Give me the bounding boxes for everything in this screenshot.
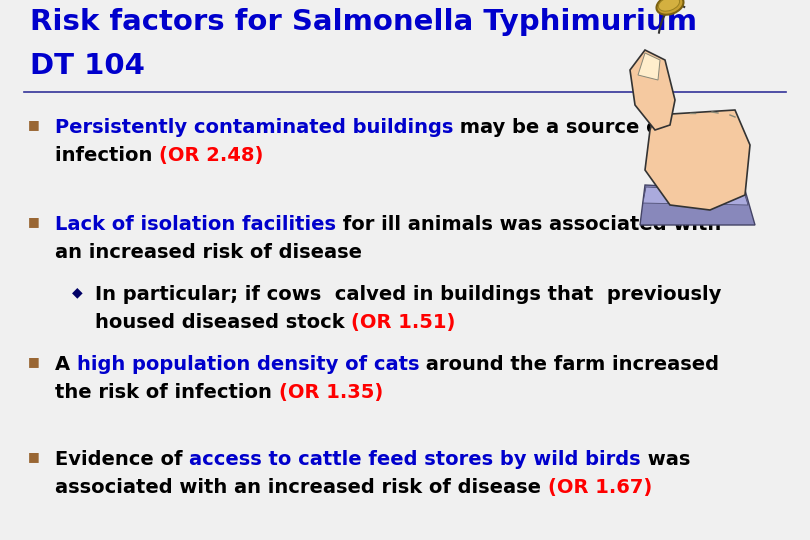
Polygon shape <box>645 110 750 210</box>
Text: for ill animals was associated with: for ill animals was associated with <box>336 215 721 234</box>
Text: Evidence of: Evidence of <box>55 450 190 469</box>
Text: the risk of infection: the risk of infection <box>55 383 279 402</box>
Text: (OR 2.48): (OR 2.48) <box>159 146 263 165</box>
Polygon shape <box>640 185 755 225</box>
Text: Risk factors for Salmonella Typhimurium: Risk factors for Salmonella Typhimurium <box>30 8 697 36</box>
Text: housed diseased stock: housed diseased stock <box>95 313 352 332</box>
Text: infection: infection <box>55 146 159 165</box>
Polygon shape <box>638 53 660 80</box>
Text: around the farm increased: around the farm increased <box>420 355 719 374</box>
Text: was: was <box>641 450 690 469</box>
Text: ◆: ◆ <box>72 285 83 299</box>
Text: an increased risk of disease: an increased risk of disease <box>55 243 362 262</box>
Text: (OR 1.51): (OR 1.51) <box>352 313 456 332</box>
Text: ■: ■ <box>28 118 40 131</box>
Text: (OR 1.67): (OR 1.67) <box>548 478 652 497</box>
Text: In particular; if cows  calved in buildings that  previously: In particular; if cows calved in buildin… <box>95 285 722 304</box>
Polygon shape <box>643 187 748 205</box>
Text: Lack of isolation facilities: Lack of isolation facilities <box>55 215 336 234</box>
Text: high population density of cats: high population density of cats <box>77 355 420 374</box>
Text: Persistently contaminated buildings: Persistently contaminated buildings <box>55 118 454 137</box>
Polygon shape <box>630 50 675 130</box>
Ellipse shape <box>656 0 684 15</box>
Text: ■: ■ <box>28 215 40 228</box>
Text: A: A <box>55 355 77 374</box>
Text: may be a source of: may be a source of <box>454 118 668 137</box>
Text: access to cattle feed stores by wild birds: access to cattle feed stores by wild bir… <box>190 450 641 469</box>
Text: (OR 1.35): (OR 1.35) <box>279 383 383 402</box>
Text: DT 104: DT 104 <box>30 52 145 80</box>
Text: ■: ■ <box>28 355 40 368</box>
Text: associated with an increased risk of disease: associated with an increased risk of dis… <box>55 478 548 497</box>
Text: ■: ■ <box>28 450 40 463</box>
Ellipse shape <box>659 0 680 11</box>
